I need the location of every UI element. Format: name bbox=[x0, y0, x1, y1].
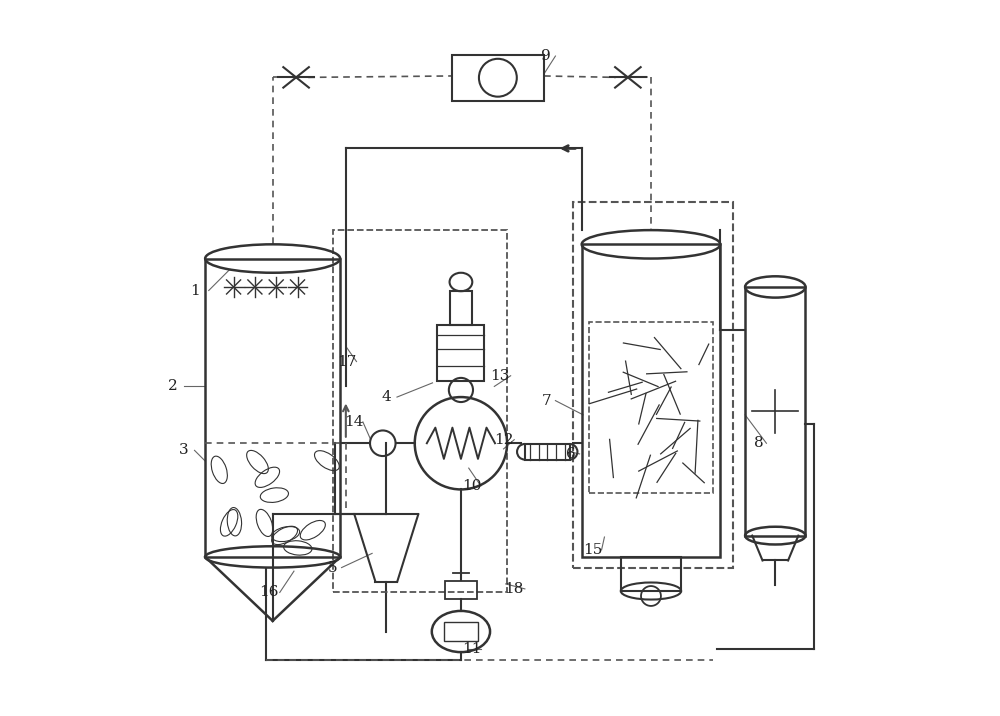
Text: 4: 4 bbox=[381, 390, 391, 404]
Text: 6: 6 bbox=[566, 447, 576, 461]
Bar bbox=[573, 202, 733, 568]
Bar bbox=[445, 581, 477, 599]
Bar bbox=[582, 244, 720, 557]
Text: 3: 3 bbox=[179, 443, 189, 458]
Text: 7: 7 bbox=[541, 394, 551, 407]
Text: 13: 13 bbox=[490, 369, 510, 383]
Bar bbox=[444, 621, 478, 642]
Text: 1: 1 bbox=[190, 284, 199, 298]
Bar bbox=[745, 287, 805, 536]
Text: 10: 10 bbox=[462, 479, 481, 493]
Bar bbox=[589, 322, 713, 493]
Bar bbox=[437, 324, 484, 382]
Text: 8: 8 bbox=[754, 436, 764, 450]
Text: 15: 15 bbox=[583, 543, 602, 557]
Bar bbox=[525, 444, 570, 460]
Text: 2: 2 bbox=[168, 379, 178, 393]
Text: 14: 14 bbox=[345, 415, 364, 429]
Text: 16: 16 bbox=[259, 586, 279, 599]
Bar bbox=[333, 230, 507, 592]
Text: 18: 18 bbox=[505, 582, 524, 596]
Text: 11: 11 bbox=[462, 642, 481, 657]
Bar bbox=[450, 291, 472, 324]
Text: 9: 9 bbox=[541, 49, 551, 63]
Text: 12: 12 bbox=[494, 432, 513, 447]
Text: 5: 5 bbox=[328, 561, 338, 574]
Bar bbox=[452, 54, 544, 101]
Text: 17: 17 bbox=[338, 354, 357, 369]
Bar bbox=[621, 557, 681, 591]
Bar bbox=[205, 258, 340, 557]
